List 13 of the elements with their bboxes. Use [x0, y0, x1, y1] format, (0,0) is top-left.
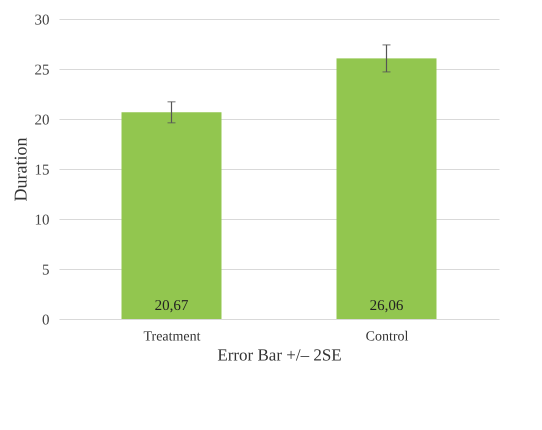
data-label: 20,67	[154, 298, 189, 314]
y-tick-label: 15	[34, 162, 50, 178]
y-tick-label: 5	[42, 262, 50, 278]
data-label: 26,06	[370, 298, 404, 314]
y-axis-title: Duration	[10, 138, 30, 202]
y-tick-label: 10	[34, 212, 50, 228]
y-tick-label: 25	[34, 62, 50, 78]
x-tick-label: Treatment	[143, 330, 201, 344]
y-tick-label: 0	[42, 312, 50, 328]
y-tick-label: 30	[34, 12, 50, 28]
y-tick-label: 20	[34, 112, 50, 128]
x-axis-title: Error Bar +/– 2SE	[217, 346, 342, 364]
x-tick-label: Control	[366, 330, 408, 344]
